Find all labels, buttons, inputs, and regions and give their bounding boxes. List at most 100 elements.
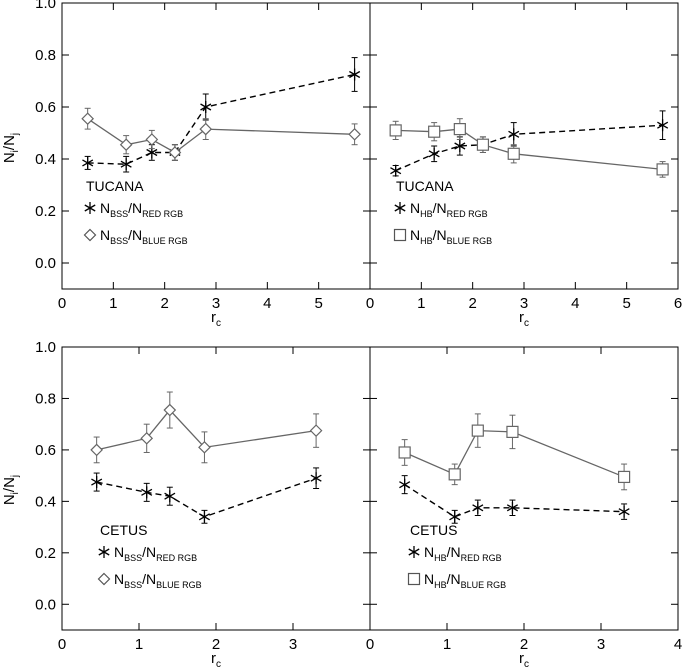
panel-title: TUCANA (396, 178, 454, 194)
data-point (200, 101, 212, 113)
chart-panel-tucana-hb: 0 1 2 3 4 5 6 TUCANA NHB/NRED RGB NHB/NBLUE RGB (366, 2, 682, 312)
y-tick-label: 0.4 (35, 493, 56, 510)
x-tick-label: 2 (212, 636, 220, 653)
series-blue-rgb (81, 107, 361, 161)
legend-entry: NBSS/NRED RGB (100, 200, 183, 219)
y-tick-label: 0.6 (35, 99, 56, 116)
x-tick-label: 3 (597, 636, 605, 653)
data-point (309, 424, 323, 437)
legend-marker-asterisk (394, 202, 406, 214)
series-red-rgb (82, 57, 361, 173)
data-point (168, 146, 182, 159)
plot-frame (369, 2, 679, 290)
legend-marker-diamond (83, 228, 97, 242)
x-tick-label: 0 (58, 295, 66, 312)
data-point (398, 446, 411, 459)
data-point (310, 472, 322, 485)
y-tick-label: 0.6 (35, 442, 56, 459)
series-blue-rgb (398, 413, 631, 491)
asterisk-stroke (146, 148, 158, 157)
series-red-rgb (390, 110, 669, 177)
data-point (198, 510, 210, 523)
y-tick-label: 1.0 (35, 339, 56, 356)
y-tick-label: 0.2 (35, 545, 56, 562)
data-point (472, 501, 484, 514)
series-line (395, 124, 663, 172)
legend-entry: NHB/NRED RGB (410, 200, 488, 219)
asterisk-stroke (349, 70, 361, 79)
asterisk-stroke (82, 159, 94, 167)
y-tick-label: 0.8 (35, 47, 56, 64)
data-point (390, 164, 402, 177)
x-axis-title-bottom-right: rc (519, 650, 529, 669)
data-point (389, 124, 402, 137)
asterisk-stroke (508, 130, 520, 138)
asterisk-stroke (164, 492, 176, 500)
data-point (449, 510, 461, 523)
data-point (656, 163, 669, 176)
panel-title: CETUS (410, 522, 457, 538)
data-point (448, 468, 461, 481)
panel-title: TUCANA (86, 178, 144, 194)
x-tick-label: 5 (622, 295, 630, 312)
x-tick-label: 3 (520, 295, 528, 312)
data-point (119, 138, 133, 152)
plot-frame (369, 346, 679, 631)
data-point (657, 119, 669, 132)
asterisk-stroke (200, 103, 212, 111)
series-blue-rgb (90, 391, 323, 464)
data-point (349, 68, 361, 81)
data-point (348, 127, 361, 141)
data-point (198, 440, 211, 454)
series-line (404, 484, 625, 518)
series-red-rgb (91, 467, 322, 524)
data-point (453, 122, 466, 136)
x-tick-label: 4 (263, 295, 271, 312)
data-point (618, 505, 630, 518)
x-tick-label: 3 (212, 295, 220, 312)
chart-panel-cetus-bss: 0 1 2 3 0.0 0.2 0.4 0.6 0.8 1.0 CETUS NBSS/NRED RGB… (35, 339, 371, 653)
x-tick-label: 1 (443, 636, 451, 653)
legend-entry: NHB/NBLUE RGB (424, 571, 506, 590)
asterisk-stroke (141, 488, 153, 496)
legend-marker-asterisk (84, 202, 96, 214)
data-point (81, 112, 95, 126)
x-tick-label: 2 (520, 636, 528, 653)
panel-title: CETUS (100, 522, 147, 538)
data-point (120, 158, 132, 171)
data-point (617, 470, 631, 484)
data-point (454, 140, 466, 152)
series-line (96, 477, 317, 518)
legend-entry: NBSS/NBLUE RGB (114, 571, 202, 590)
asterisk-stroke (310, 474, 322, 482)
x-axis-title-top-right: rc (519, 309, 529, 329)
data-point (199, 122, 213, 136)
plot-frame (61, 2, 371, 290)
series-line (395, 128, 663, 171)
legend-entry: NHB/NBLUE RGB (410, 227, 492, 246)
data-point (91, 476, 103, 489)
series-line (87, 73, 355, 165)
asterisk-stroke (120, 160, 132, 168)
asterisk-stroke (198, 513, 210, 521)
x-tick-label: 3 (289, 636, 297, 653)
asterisk-stroke (618, 508, 630, 516)
data-point (140, 431, 154, 445)
x-tick-label: 2 (468, 295, 476, 312)
data-point (164, 490, 176, 503)
series-line (87, 118, 355, 154)
asterisk-stroke (428, 150, 440, 158)
x-axis-title-top-left: rc (211, 309, 221, 329)
asterisk-stroke (394, 204, 406, 212)
chart-panel-tucana-bss: 0 1 2 3 4 5 0.0 0.2 0.4 0.6 0.8 1.0 TUCANA NBSS/NRED … (35, 0, 371, 312)
plot-frame (61, 346, 371, 631)
y-axis-title-top: Ni/Nj (1, 133, 21, 163)
asterisk-stroke (472, 504, 484, 512)
data-point (506, 501, 518, 514)
legend-marker-diamond (97, 572, 111, 586)
data-point (82, 156, 94, 169)
legend-marker-square (407, 572, 421, 586)
series-blue-rgb (389, 118, 669, 178)
series-red-rgb (399, 475, 630, 524)
